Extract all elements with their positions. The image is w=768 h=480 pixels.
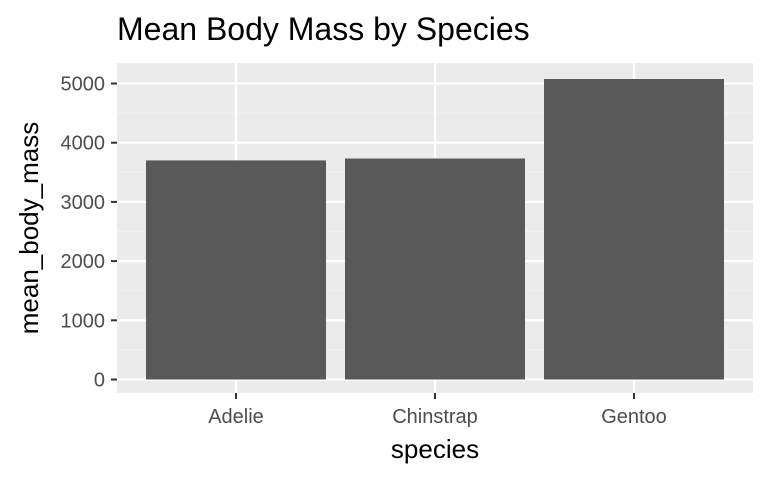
y-tick-label: 2000: [61, 251, 106, 273]
bars-group: [146, 79, 724, 380]
x-axis-ticks: Adelie Chinstrap Gentoo: [208, 393, 667, 428]
x-tick-label: Gentoo: [601, 406, 667, 428]
y-tick-label: 0: [94, 370, 105, 392]
bar-adelie: [146, 160, 326, 380]
bar-gentoo: [544, 79, 724, 380]
y-tick-label: 5000: [61, 74, 106, 96]
y-axis-ticks: 0 1000 2000 3000 4000 5000: [61, 74, 117, 392]
y-tick-label: 1000: [61, 310, 106, 332]
y-tick-label: 4000: [61, 133, 106, 155]
chart-title: Mean Body Mass by Species: [117, 11, 530, 47]
x-axis-title: species: [391, 434, 479, 464]
x-tick-label: Adelie: [208, 406, 264, 428]
y-tick-label: 3000: [61, 192, 106, 214]
x-tick-label: Chinstrap: [392, 406, 478, 428]
y-axis-title: mean_body_mass: [14, 122, 44, 334]
bar-chinstrap: [345, 158, 525, 380]
